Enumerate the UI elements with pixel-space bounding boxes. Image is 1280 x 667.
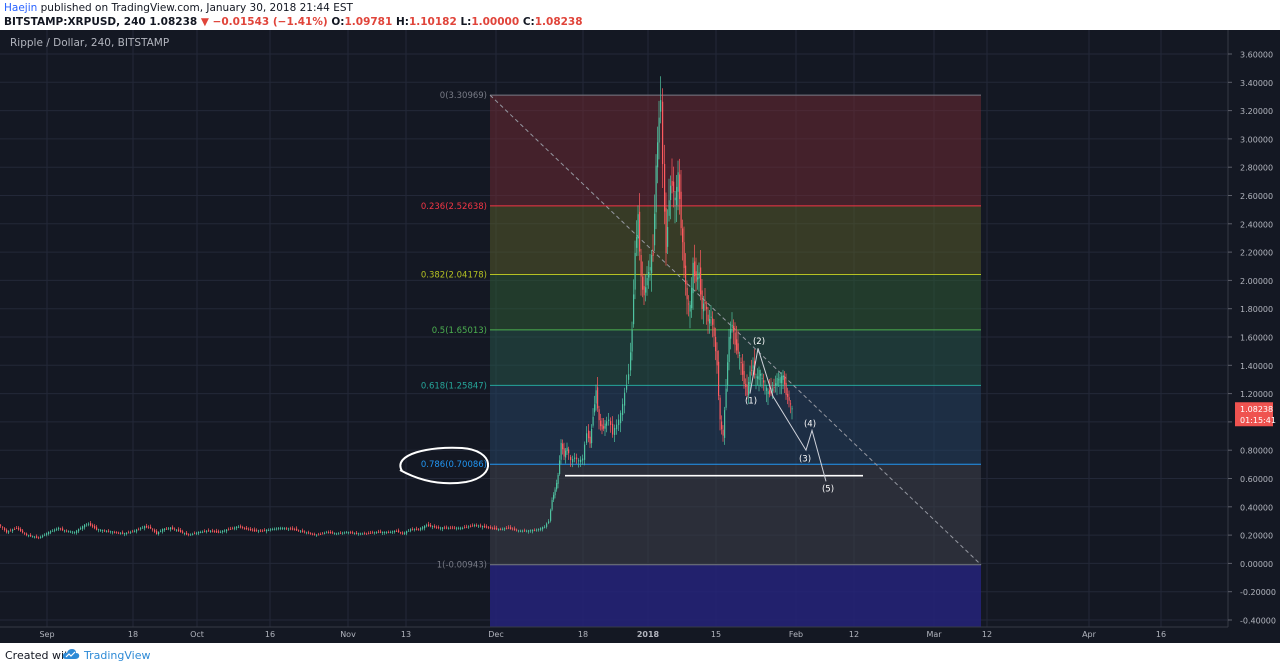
price-tick-label: 1.80000: [1240, 305, 1273, 314]
highlight-circle[interactable]: [399, 446, 489, 485]
time-tick-label: Apr: [1082, 630, 1097, 639]
last-price-tag: [1235, 402, 1273, 427]
quote-line: BITSTAMP:XRPUSD, 240 1.08238 ▼ −0.01543 …: [4, 15, 583, 29]
time-tick-label: Nov: [340, 630, 356, 639]
close-value: 1.08238: [534, 16, 583, 28]
chart-header: Haejin published on TradingView.com, Jan…: [0, 0, 1280, 30]
user-drawings[interactable]: (1) (2) (3) (4) (5): [399, 337, 863, 494]
time-tick-label: 2018: [637, 630, 660, 639]
time-tick-label: 18: [578, 630, 588, 639]
time-tick-label: Dec: [488, 630, 503, 639]
fib-level-label: 1(-0.00943): [437, 561, 487, 571]
price-tick-label: 2.20000: [1240, 249, 1273, 258]
wave-label: (1): [745, 397, 757, 407]
time-tick-label: 12: [982, 630, 992, 639]
time-tick-label: Oct: [190, 630, 204, 639]
high-label: H:: [395, 16, 409, 28]
published-text: published on TradingView.com, January 30…: [40, 2, 353, 14]
price-tick-label: 1.20000: [1240, 390, 1273, 399]
price-tick-label: 1.60000: [1240, 334, 1273, 343]
symbol-label: BITSTAMP:XRPUSD, 240: [4, 16, 146, 28]
price-tick-label: 3.20000: [1240, 107, 1273, 116]
wave-label: (5): [822, 484, 834, 494]
chart-title: Ripple / Dollar, 240, BITSTAMP: [10, 37, 169, 49]
price-tick-label: 2.80000: [1240, 164, 1273, 173]
last-price: 1.08238: [149, 16, 198, 28]
time-axis[interactable]: Sep 18 Oct 16 Nov 13 Dec 18 2018 15 Feb 12 Mar 12 Apr 1…: [0, 626, 1280, 643]
tradingview-cloud-icon: [62, 649, 80, 659]
down-arrow-icon: ▼: [200, 16, 209, 28]
price-tick-label: 3.40000: [1240, 79, 1273, 88]
author-link[interactable]: Haejin: [4, 2, 38, 14]
high-value: 1.10182: [408, 16, 457, 28]
time-tick-label: Mar: [926, 630, 942, 639]
open-label: O:: [331, 16, 345, 28]
price-axis[interactable]: 3.60000 3.40000 3.20000 3.00000 2.80000 2.600…: [1227, 30, 1280, 643]
time-tick-label: Sep: [39, 630, 54, 639]
price-tick-label: 0.60000: [1240, 475, 1273, 484]
price-tick-label: 0.80000: [1240, 447, 1273, 456]
close-label: C:: [522, 16, 535, 28]
price-tick-label: -0.20000: [1240, 588, 1276, 597]
price-tick-label: 2.00000: [1240, 277, 1273, 286]
fib-level-label: 0.5(1.65013): [432, 326, 487, 336]
fib-level-label: 0.618(1.25847): [421, 381, 487, 391]
publish-line: Haejin published on TradingView.com, Jan…: [4, 1, 353, 15]
price-series: [0, 76, 793, 540]
time-tick-label: 18: [128, 630, 138, 639]
price-tick-label: 3.60000: [1240, 51, 1273, 60]
time-tick-label: 13: [401, 630, 411, 639]
fib-level-label: 0.382(2.04178): [421, 270, 487, 280]
open-value: 1.09781: [344, 16, 393, 28]
elliott-wave-path[interactable]: [749, 348, 827, 482]
price-tick-label: 0.20000: [1240, 532, 1273, 541]
price-change: −0.01543 (−1.41%): [212, 16, 328, 28]
created-with-label: Created with: [5, 649, 76, 662]
time-tick-label: 15: [711, 630, 721, 639]
chart-area[interactable]: 0(3.30969) 0.236(2.52638) 0.382(2.04178) 0.…: [0, 30, 1280, 643]
footer: Created with TradingView: [0, 643, 1280, 667]
low-label: L:: [460, 16, 472, 28]
price-tick-label: 3.00000: [1240, 135, 1273, 144]
time-tick-label: 16: [1156, 630, 1166, 639]
time-tick-label: 16: [265, 630, 275, 639]
price-tick-label: 0.00000: [1240, 560, 1273, 569]
wave-label: (4): [804, 419, 816, 429]
fibonacci-retracement[interactable]: 0(3.30969) 0.236(2.52638) 0.382(2.04178) 0.…: [421, 91, 982, 627]
price-chart[interactable]: 0(3.30969) 0.236(2.52638) 0.382(2.04178) 0.…: [0, 30, 1280, 643]
low-value: 1.00000: [471, 16, 520, 28]
bar-countdown: 01:15:41: [1240, 416, 1276, 425]
fib-level-label: 0.786(0.70086): [421, 460, 487, 470]
price-tick-label: 2.40000: [1240, 220, 1273, 229]
fib-level-label: 0(3.30969): [440, 91, 487, 101]
fib-trend-line[interactable]: [489, 94, 982, 566]
price-tick-label: 1.40000: [1240, 362, 1273, 371]
time-tick-label: Feb: [789, 630, 803, 639]
wave-label: (3): [799, 455, 811, 465]
last-price-tag-value: 1.08238: [1240, 405, 1273, 414]
tradingview-brand[interactable]: TradingView: [84, 649, 151, 662]
price-tick-label: 0.40000: [1240, 503, 1273, 512]
price-tick-label: -0.40000: [1240, 617, 1276, 626]
wave-label: (2): [753, 337, 765, 347]
fib-level-label: 0.236(2.52638): [421, 202, 487, 212]
price-tick-label: 2.60000: [1240, 192, 1273, 201]
time-tick-label: 12: [849, 630, 859, 639]
